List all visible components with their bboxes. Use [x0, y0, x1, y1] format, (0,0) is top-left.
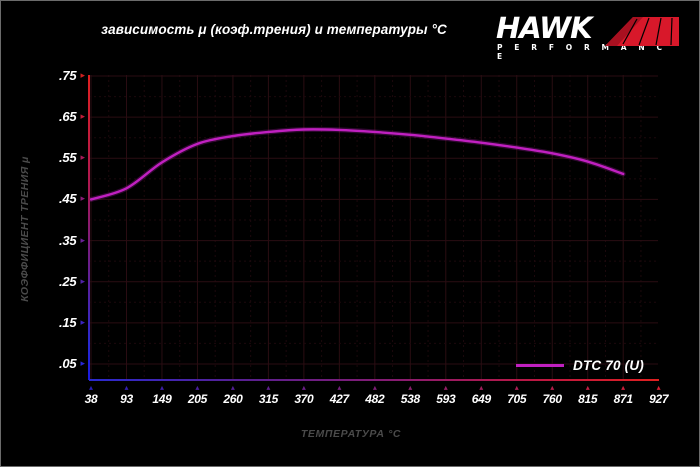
x-tick-538: ▴ 538	[390, 383, 430, 407]
x-tick-arrow-icon: ▴	[408, 383, 413, 392]
x-tick-arrow-icon: ▴	[479, 383, 484, 392]
x-tick-arrow-icon: ▴	[443, 383, 448, 392]
x-tick-arrow-icon: ▴	[337, 383, 342, 392]
x-tick-arrow-icon: ▴	[195, 383, 200, 392]
series-line-dtc-70-u	[89, 128, 625, 201]
x-tick-760: ▴ 760	[532, 383, 572, 407]
x-tick-arrow-icon: ▴	[301, 383, 306, 392]
y-axis-line	[88, 75, 90, 380]
x-tick-arrow-icon: ▴	[585, 383, 590, 392]
x-tick-arrow-icon: ▴	[159, 383, 164, 392]
x-tick-482: ▴ 482	[355, 383, 395, 407]
x-tick-927: ▴ 927	[639, 383, 679, 407]
y-tick-label: .35	[58, 232, 77, 248]
x-tick-arrow-icon: ▴	[124, 383, 129, 392]
y-tick-arrow-icon: ▸	[80, 70, 85, 80]
x-tick-arrow-icon: ▴	[514, 383, 519, 392]
x-tick-593: ▴ 593	[426, 383, 466, 407]
hawk-performance-logo: HAWK P E R F O R M A N C E	[496, 11, 681, 61]
plot-area	[89, 75, 658, 380]
x-tick-260: ▴ 260	[213, 383, 253, 407]
y-tick-15: .15 ▸	[59, 314, 85, 332]
x-tick-label: 760	[542, 392, 562, 406]
x-tick-label: 260	[223, 392, 243, 406]
x-tick-427: ▴ 427	[319, 383, 359, 407]
series-glow-0	[89, 126, 626, 202]
x-tick-705: ▴ 705	[497, 383, 537, 407]
x-axis-ticks: ▴ 38 ▴ 93 ▴ 149 ▴ 205 ▴ 260 ▴ 315 ▴ 370 ▴ 427 ▴ 482 ▴ 538 ▴ 5…	[1, 383, 699, 414]
y-tick-label: .45	[58, 191, 77, 207]
x-tick-arrow-icon: ▴	[230, 383, 235, 392]
x-axis-title: ТЕМПЕРАТУРА °C	[300, 428, 402, 440]
legend-label: DTC 70 (U)	[573, 358, 645, 373]
y-tick-label: .75	[58, 68, 77, 83]
x-tick-arrow-icon: ▴	[621, 383, 626, 392]
logo-brand-text: HAWK	[496, 11, 593, 45]
x-axis-line	[89, 379, 659, 381]
y-tick-arrow-icon: ▸	[80, 275, 85, 286]
x-tick-149: ▴ 149	[142, 383, 182, 407]
x-tick-871: ▴ 871	[603, 383, 643, 407]
x-tick-arrow-icon: ▴	[372, 383, 377, 392]
y-tick-arrow-icon: ▸	[80, 316, 85, 327]
x-tick-label: 205	[187, 392, 207, 406]
x-tick-93: ▴ 93	[106, 383, 146, 407]
chart-title: зависимость μ (коэф.трения) и температур…	[101, 22, 447, 37]
x-tick-label: 427	[329, 392, 349, 406]
x-tick-label: 315	[258, 392, 278, 406]
x-tick-label: 871	[613, 392, 633, 406]
x-tick-arrow-icon: ▴	[88, 383, 93, 392]
y-tick-35: .35 ▸	[59, 232, 85, 250]
x-tick-205: ▴ 205	[177, 383, 217, 407]
x-tick-label: 927	[649, 392, 669, 406]
y-tick-label: .65	[58, 109, 77, 125]
y-tick-label: .25	[58, 273, 77, 289]
y-tick-label: .05	[58, 356, 77, 371]
x-tick-label: 482	[365, 392, 385, 406]
y-tick-arrow-icon: ▸	[80, 152, 85, 163]
grid-lines	[89, 75, 658, 380]
x-tick-arrow-icon: ▴	[550, 383, 555, 392]
x-tick-label: 649	[471, 392, 491, 406]
y-tick-arrow-icon: ▸	[80, 111, 85, 122]
x-tick-315: ▴ 315	[248, 383, 288, 407]
chart-legend: DTC 70 (U)	[516, 358, 644, 373]
x-tick-label: 538	[400, 392, 420, 406]
y-tick-arrow-icon: ▸	[80, 234, 85, 245]
logo-swoosh-icon	[605, 17, 679, 46]
x-tick-370: ▴ 370	[284, 383, 324, 407]
x-tick-38: ▴ 38	[71, 383, 111, 407]
y-tick-45: .45 ▸	[59, 190, 85, 208]
x-tick-label: 815	[578, 392, 598, 406]
y-tick-75: .75 ▸	[59, 67, 85, 85]
x-tick-label: 705	[507, 392, 527, 406]
x-tick-label: 93	[120, 392, 133, 406]
x-tick-815: ▴ 815	[568, 383, 608, 407]
logo-tagline-text: P E R F O R M A N C E	[497, 43, 667, 61]
x-tick-label: 370	[294, 392, 314, 406]
series-curves	[89, 126, 626, 202]
y-tick-05: .05 ▸	[59, 355, 85, 373]
y-axis-ticks: .75 ▸ .65 ▸ .55 ▸ .45 ▸ .35 ▸ .25 ▸ .15 ▸ .05 ▸	[1, 1, 85, 466]
y-tick-55: .55 ▸	[59, 149, 85, 167]
x-tick-label: 38	[84, 392, 98, 406]
legend-line-swatch	[516, 364, 564, 367]
x-tick-arrow-icon: ▴	[266, 383, 271, 392]
x-tick-649: ▴ 649	[461, 383, 501, 407]
y-tick-25: .25 ▸	[59, 273, 85, 291]
y-tick-arrow-icon: ▸	[80, 193, 85, 204]
x-tick-arrow-icon: ▴	[656, 383, 661, 392]
y-tick-65: .65 ▸	[59, 108, 85, 126]
y-tick-label: .15	[58, 314, 77, 330]
y-tick-label: .55	[58, 150, 77, 166]
y-tick-arrow-icon: ▸	[80, 358, 85, 368]
x-tick-label: 149	[152, 392, 172, 406]
x-tick-label: 593	[436, 392, 456, 406]
